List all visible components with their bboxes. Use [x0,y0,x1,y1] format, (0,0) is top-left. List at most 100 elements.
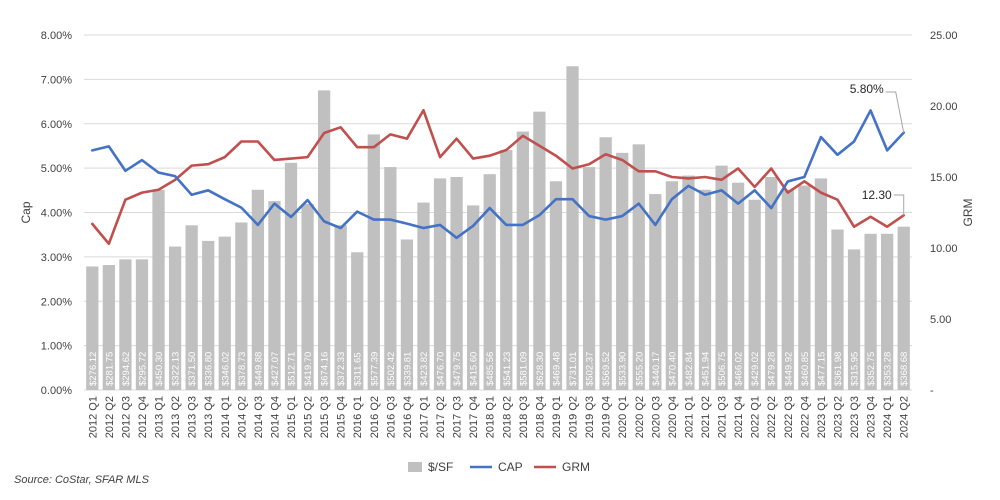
bar [450,177,463,390]
y-left-tick-label: 6.00% [41,119,72,131]
y-right-tick-label: 5.00 [930,314,951,326]
x-tick-label: 2013 Q1 [154,396,166,438]
legend-label: CAP [498,460,523,474]
y-left-tick-label: 3.00% [41,252,72,264]
bar [897,226,910,390]
x-tick-label: 2024 Q1 [882,396,894,438]
x-tick-label: 2017 Q2 [435,396,447,438]
bar [268,201,281,390]
bar-data-label: $466.02 [734,352,745,386]
bar-data-label: $429.02 [750,352,761,386]
x-tick-label: 2017 Q3 [452,396,464,438]
x-tick-label: 2014 Q2 [236,396,248,438]
bar [881,233,894,390]
y-right-tick-label: 15.00 [930,172,958,184]
y-right-tick-label: - [930,385,934,397]
x-tick-label: 2021 Q2 [700,396,712,438]
x-tick-label: 2019 Q1 [551,396,563,438]
bar-data-label: $419.70 [303,352,314,386]
bar-data-label: $352.75 [866,352,877,386]
bar-data-label: $479.75 [452,352,463,386]
x-tick-label: 2015 Q3 [319,396,331,438]
bar [202,240,215,390]
x-tick-label: 2018 Q2 [501,396,513,438]
x-tick-label: 2012 Q4 [137,396,149,438]
bar-data-label: $502.37 [585,352,596,386]
bar-data-label: $336.80 [204,352,215,386]
bar-data-label: $378.73 [237,352,248,386]
bar-data-label: $577.39 [369,352,380,386]
bar [467,205,480,390]
y-left-tick-label: 5.00% [41,163,72,175]
bar [831,229,844,390]
bar [168,246,182,390]
bar [301,203,314,390]
bar-data-label: $469.48 [551,352,562,386]
bar [781,189,794,390]
bar-data-label: $322.13 [171,352,182,386]
x-tick-label: 2014 Q4 [269,396,281,438]
bar-data-label: $281.75 [104,352,115,386]
line-cap [90,109,906,240]
bar-data-label: $450.30 [154,352,165,386]
x-tick-label: 2012 Q2 [104,396,116,438]
bar-data-label: $353.28 [883,352,894,386]
x-tick-label: 2021 Q1 [683,396,695,438]
x-tick-label: 2020 Q1 [617,396,629,438]
bar-data-label: $427.07 [270,352,281,386]
y-right-tick-label: 10.00 [930,243,958,255]
x-tick-label: 2016 Q4 [402,396,414,438]
bar-data-label: $541.23 [502,352,513,386]
bar [235,222,248,390]
x-tick-label: 2023 Q1 [816,396,828,438]
bar-data-label: $449.92 [783,352,794,386]
x-tick-label: 2013 Q4 [203,396,215,438]
bar [748,199,761,390]
x-tick-label: 2021 Q3 [717,396,729,438]
bar [698,189,712,390]
bar [814,178,828,390]
bar-data-label: $294.62 [121,352,132,386]
line-grm [90,108,906,246]
bar-data-label: $451.94 [701,352,712,386]
x-tick-label: 2019 Q4 [601,396,613,438]
x-tick-label: 2020 Q4 [667,396,679,438]
x-tick-label: 2015 Q2 [303,396,315,438]
bar [582,167,596,390]
bar-data-label: $371.50 [187,352,198,386]
x-tick-label: 2014 Q1 [220,396,232,438]
x-tick-label: 2016 Q1 [352,396,364,438]
x-tick-label: 2012 Q3 [120,396,132,438]
x-tick-label: 2013 Q3 [187,396,199,438]
x-tick-label: 2022 Q3 [783,396,795,438]
bar [864,233,877,390]
bar-data-label: $482.84 [684,352,695,386]
bar-data-label: $674.16 [320,352,331,386]
x-tick-label: 2021 Q4 [733,396,745,438]
bar [86,266,99,390]
bar [566,66,579,391]
x-tick-label: 2022 Q2 [766,396,778,438]
x-tick-label: 2014 Q3 [253,396,265,438]
y-right-tick-label: 25.00 [930,30,958,42]
bar [665,181,679,390]
bar-data-label: $506.75 [717,352,728,386]
bar-data-label: $460.85 [800,352,811,386]
bar [715,165,728,390]
bar-data-label: $315.95 [850,352,861,386]
bar-data-label: $346.02 [220,352,231,386]
y-left-tick-label: 2.00% [41,296,72,308]
bar [400,239,414,390]
annotation-cap-value: 5.80% [850,82,884,96]
bar-data-label: $581.09 [518,352,529,386]
legend-label: $/SF [428,460,453,474]
x-tick-label: 2020 Q2 [634,396,646,438]
x-tick-label: 2024 Q2 [899,396,911,438]
legend-swatch-bar [408,462,422,472]
x-tick-label: 2023 Q2 [832,396,844,438]
bar [152,189,165,390]
x-tick-label: 2018 Q3 [518,396,530,438]
bar-data-label: $449.88 [253,352,264,386]
bar [284,162,298,390]
